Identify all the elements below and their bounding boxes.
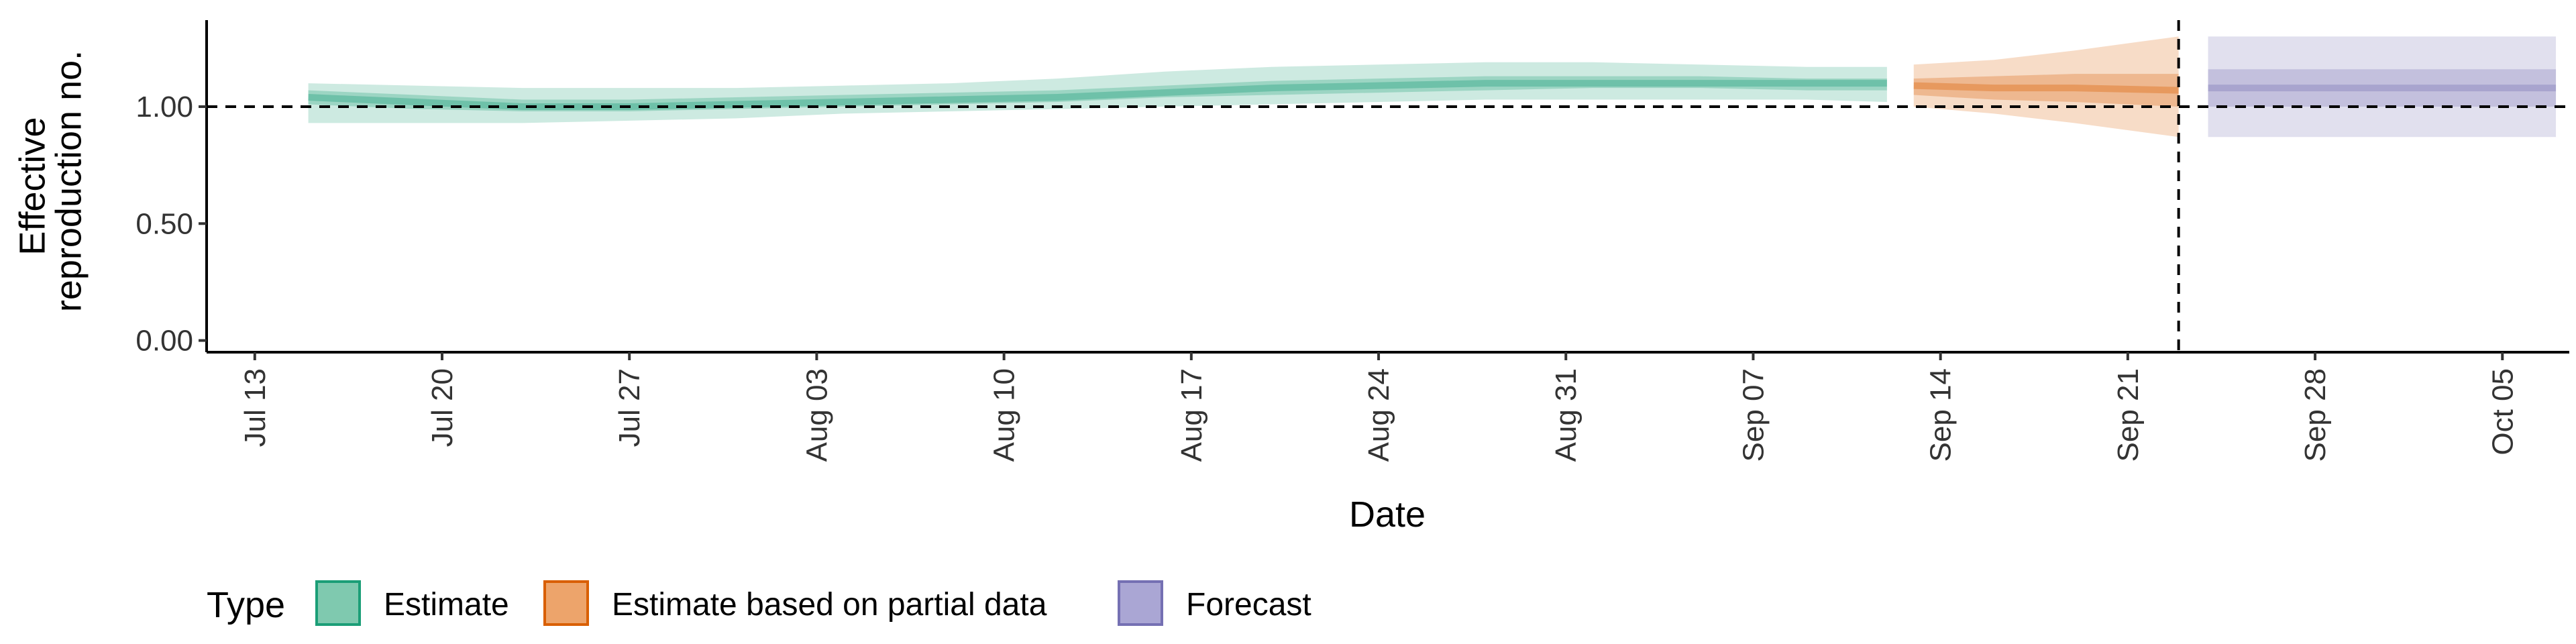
x-tick-label: Jul 13 [239,368,272,447]
x-tick-label: Sep 28 [2299,368,2332,462]
y-ticks: 0.00 0.50 1.00 [136,91,207,358]
uncertainty-bands [308,36,2557,138]
x-tick-label: Oct 05 [2486,368,2519,455]
x-tick-label: Jul 20 [426,368,459,447]
x-tick-label: Aug 24 [1362,368,1395,462]
estimate-based-on-partial-data-band-90 [1913,36,2179,138]
estimate-based-on-partial-data-band-50 [1913,74,2179,107]
axes [205,20,2569,354]
legend-label: Estimate [384,587,509,623]
x-tick-label: Aug 17 [1175,368,1208,462]
y-tick-label: 0.00 [136,325,193,358]
y-axis-title-line-1: Effective [13,117,53,255]
y-axis-title: Effective reproduction no. [13,50,89,312]
legend-title: Type [207,585,285,625]
y-axis-title-line-2: reproduction no. [49,50,89,312]
y-tick-label: 1.00 [136,91,193,123]
x-tick-label: Sep 21 [2112,368,2145,462]
x-axis-title: Date [1349,494,1426,535]
legend-label: Forecast [1186,587,1311,623]
estimate-based-on-partial-data-median-line [1913,82,2179,94]
x-tick-label: Aug 03 [800,368,833,462]
legend-items: Estimate Estimate based on partial data Fo… [315,580,1311,626]
x-tick-label: Sep 07 [1737,368,1770,462]
y-tick-label: 0.50 [136,207,193,240]
legend-swatch [543,580,589,626]
x-tick-label: Aug 31 [1550,368,1582,462]
estimate-band-50 [308,76,1887,111]
forecast-band-50 [2208,69,2557,107]
x-ticks: Jul 13 Jul 20 Jul 27 Aug 03 Aug 10 Aug 17 Aug … [239,352,2519,462]
x-tick-label: Aug 10 [988,368,1021,462]
legend-swatch [315,580,361,626]
legend: Type Estimate Estimate based on partial d… [207,580,1311,626]
x-tick-label: Sep 14 [1925,368,1957,462]
x-tick-label: Jul 27 [613,368,646,447]
forecast-band-90 [2208,36,2557,138]
legend-swatch [1118,580,1163,626]
estimate-median-line [308,80,1887,110]
legend-label: Estimate based on partial data [612,587,1047,623]
